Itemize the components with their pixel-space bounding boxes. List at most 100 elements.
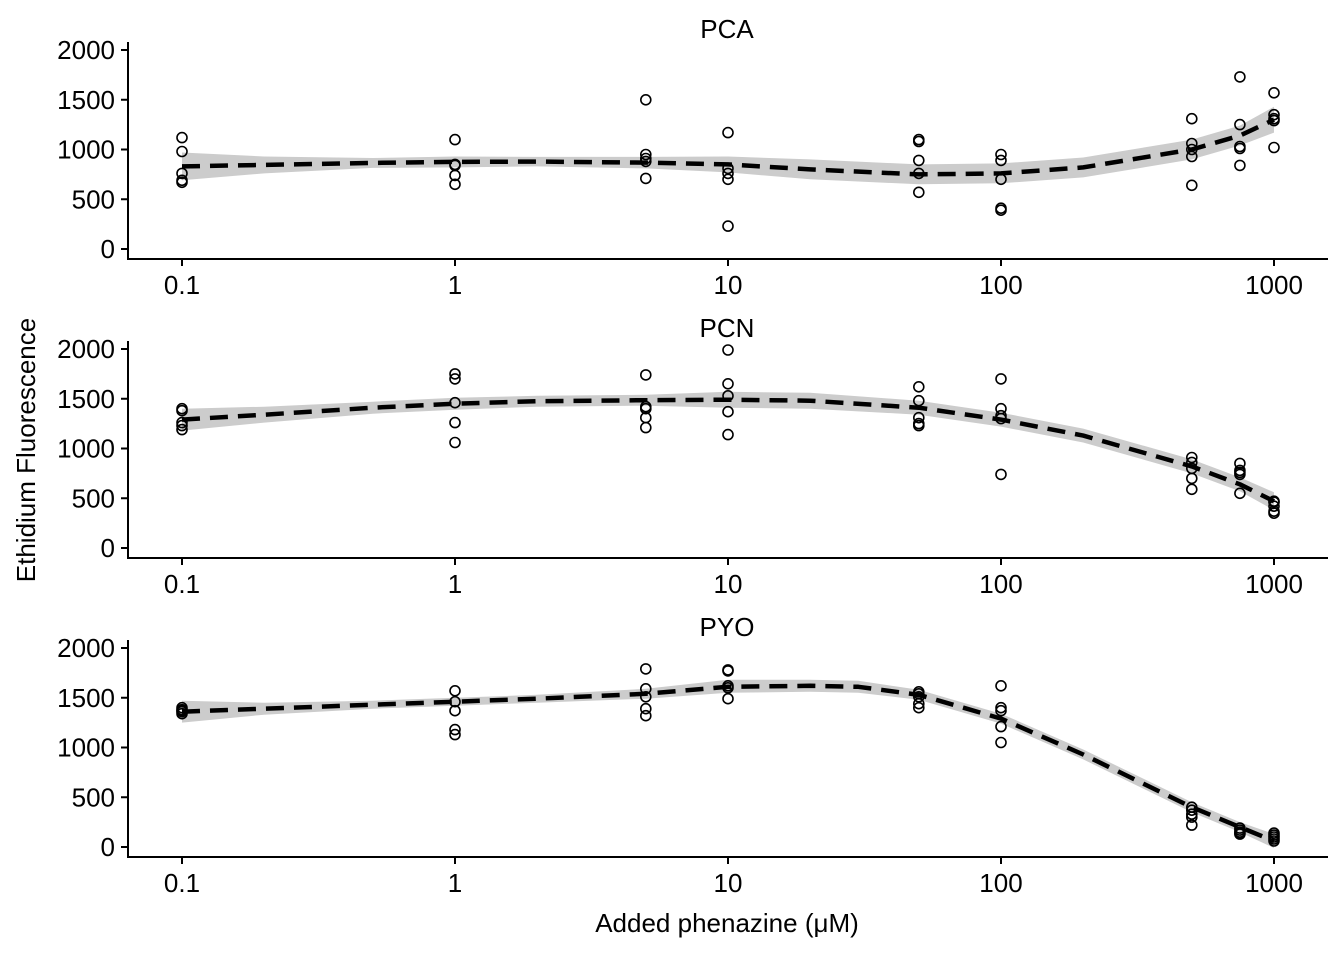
data-point bbox=[722, 665, 734, 677]
x-tick-label: 0.1 bbox=[164, 868, 200, 898]
facet-panel-pcn: PCN 0 500 1000 1500 2000 0.1 1 10 100 1000 bbox=[57, 313, 1328, 599]
x-tick-label: 0.1 bbox=[164, 569, 200, 599]
y-tick-label: 1000 bbox=[57, 135, 115, 165]
y-tick-label: 500 bbox=[72, 483, 115, 513]
data-point bbox=[722, 405, 734, 418]
facet-title: PYO bbox=[700, 612, 755, 642]
data-point bbox=[1234, 828, 1246, 840]
x-tick-label: 10 bbox=[714, 868, 743, 898]
data-point bbox=[639, 369, 652, 381]
x-tick-label: 1000 bbox=[1245, 270, 1303, 300]
x-axis-title: Added phenazine (μM) bbox=[595, 908, 859, 938]
data-point bbox=[1234, 159, 1246, 172]
data-point bbox=[176, 131, 188, 144]
y-tick-label: 1500 bbox=[57, 384, 115, 414]
data-point bbox=[449, 368, 461, 380]
data-point bbox=[176, 423, 188, 436]
data-point bbox=[639, 172, 652, 185]
data-point bbox=[176, 176, 188, 189]
data-point bbox=[912, 154, 925, 167]
data-point bbox=[722, 344, 734, 356]
data-point bbox=[449, 723, 461, 736]
data-point bbox=[176, 145, 188, 158]
data-point bbox=[1186, 472, 1198, 485]
y-tick-label: 500 bbox=[72, 184, 115, 214]
data-point bbox=[176, 419, 188, 432]
data-point bbox=[1234, 457, 1246, 470]
x-tick-label: 1 bbox=[448, 270, 462, 300]
data-point bbox=[449, 684, 461, 697]
y-tick-label: 1000 bbox=[57, 434, 115, 464]
data-point bbox=[449, 178, 461, 191]
data-point bbox=[1186, 819, 1198, 831]
facet-title: PCN bbox=[700, 313, 755, 343]
y-tick-label: 2000 bbox=[57, 633, 115, 663]
confidence-ribbon bbox=[182, 679, 1274, 848]
data-point bbox=[176, 404, 188, 417]
y-tick-label: 500 bbox=[72, 782, 115, 812]
data-point bbox=[995, 148, 1007, 161]
data-point bbox=[912, 135, 925, 148]
data-point bbox=[1234, 118, 1246, 131]
data-point bbox=[912, 411, 925, 424]
data-point bbox=[1234, 487, 1246, 500]
data-point bbox=[449, 416, 461, 429]
data-point bbox=[449, 373, 461, 385]
data-point bbox=[1234, 142, 1246, 155]
x-tick-label: 0.1 bbox=[164, 270, 200, 300]
x-tick-label: 100 bbox=[979, 868, 1022, 898]
confidence-ribbon bbox=[182, 391, 1274, 511]
fit-line bbox=[181, 683, 1275, 844]
facet-panel-pyo: PYO 0 500 1000 1500 2000 0.1 1 10 100 1000 bbox=[57, 612, 1328, 898]
data-point bbox=[722, 173, 734, 186]
data-point bbox=[1268, 141, 1280, 154]
data-point bbox=[912, 419, 925, 432]
data-point bbox=[912, 701, 925, 714]
y-tick-label: 0 bbox=[101, 234, 115, 264]
data-point bbox=[449, 169, 461, 182]
y-tick-label: 2000 bbox=[57, 334, 115, 364]
x-tick-label: 1 bbox=[448, 868, 462, 898]
y-tick-label: 0 bbox=[101, 533, 115, 563]
data-point bbox=[1268, 835, 1280, 847]
x-tick-label: 1000 bbox=[1245, 868, 1303, 898]
fit-line bbox=[181, 397, 1275, 504]
data-point bbox=[449, 133, 461, 146]
data-point bbox=[449, 704, 461, 717]
data-point bbox=[995, 679, 1007, 692]
data-point bbox=[639, 148, 652, 161]
data-point bbox=[722, 220, 734, 232]
data-point bbox=[1186, 112, 1198, 125]
data-point bbox=[639, 709, 652, 722]
data-point bbox=[1186, 179, 1198, 192]
facet-panel-pca: PCA 0 500 1000 1500 2000 0.1 1 10 100 1000 bbox=[57, 14, 1328, 300]
y-tick-label: 1500 bbox=[57, 683, 115, 713]
x-tick-label: 10 bbox=[714, 569, 743, 599]
data-point bbox=[722, 428, 734, 441]
data-point bbox=[449, 436, 461, 449]
data-point bbox=[176, 167, 188, 180]
data-point bbox=[995, 154, 1007, 167]
data-point bbox=[995, 468, 1007, 481]
data-point bbox=[1268, 507, 1280, 520]
data-point bbox=[639, 94, 652, 106]
x-tick-label: 1000 bbox=[1245, 569, 1303, 599]
data-point bbox=[1186, 451, 1198, 464]
data-point bbox=[639, 402, 652, 415]
data-point bbox=[722, 167, 734, 180]
data-point bbox=[995, 736, 1007, 749]
data-point bbox=[1268, 87, 1280, 99]
x-tick-label: 1 bbox=[448, 569, 462, 599]
data-point bbox=[722, 692, 734, 705]
data-point bbox=[1234, 71, 1246, 83]
x-tick-label: 100 bbox=[979, 270, 1022, 300]
y-tick-label: 2000 bbox=[57, 35, 115, 65]
data-point bbox=[995, 704, 1007, 717]
data-point bbox=[995, 701, 1007, 714]
y-axis-title: Ethidium Fluorescence bbox=[11, 318, 41, 582]
facet-title: PCA bbox=[700, 14, 754, 44]
data-point bbox=[912, 697, 925, 710]
data-point bbox=[449, 728, 461, 741]
